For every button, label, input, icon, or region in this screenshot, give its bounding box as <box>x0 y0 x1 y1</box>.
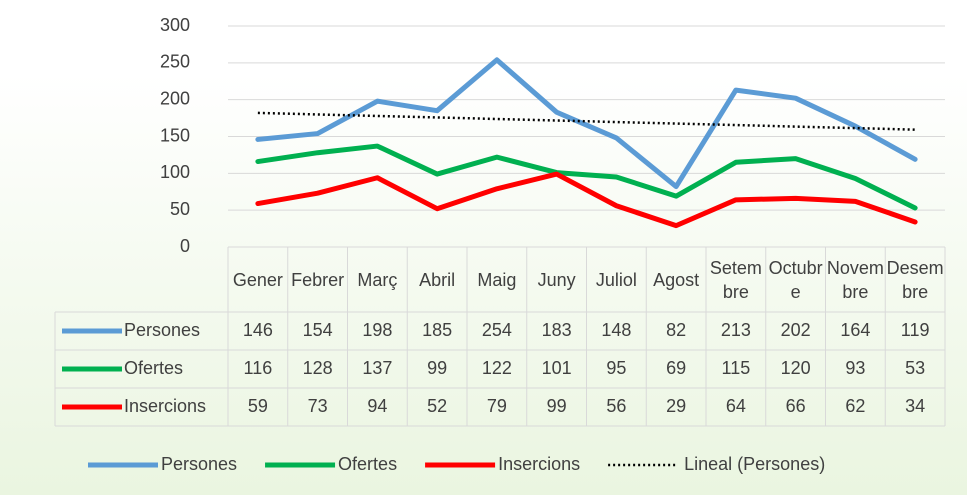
table-row-label: Ofertes <box>124 358 183 378</box>
table-value: 34 <box>905 396 925 416</box>
y-tick-label: 150 <box>160 125 190 145</box>
line-series <box>255 143 918 211</box>
x-tick-label: Octubre <box>768 257 823 302</box>
x-tick-label: Desembre <box>886 257 944 302</box>
x-tick-label: Juny <box>537 269 576 290</box>
table-value: 120 <box>781 358 811 378</box>
y-tick-label: 300 <box>160 15 190 35</box>
y-tick-label: 0 <box>180 236 190 256</box>
table-value: 148 <box>601 320 631 340</box>
legend-label: Persones <box>161 454 237 474</box>
x-tick-label: Març <box>357 269 398 290</box>
table-value: 254 <box>482 320 512 340</box>
y-tick-label: 200 <box>160 88 190 108</box>
legend-label: Lineal (Persones) <box>684 454 825 474</box>
category-cell: Juliol <box>595 269 637 290</box>
table-value: 99 <box>427 358 447 378</box>
table-value: 183 <box>542 320 572 340</box>
table-value: 69 <box>666 358 686 378</box>
x-tick-label: Gener <box>232 269 283 290</box>
table-value: 122 <box>482 358 512 378</box>
x-tick-label: Setembre <box>709 257 762 302</box>
x-tick-label: Abril <box>419 269 456 290</box>
legend-label: Ofertes <box>338 454 397 474</box>
table-value: 116 <box>244 358 273 378</box>
table-value: 101 <box>542 358 572 378</box>
y-tick-label: 50 <box>170 199 190 219</box>
x-tick-label: Juliol <box>595 269 637 290</box>
line-series <box>255 57 918 190</box>
x-tick-label: Maig <box>477 269 517 290</box>
category-cell: Setembre <box>709 257 762 302</box>
table-value: 93 <box>845 358 865 378</box>
table-value: 115 <box>722 358 751 378</box>
table-value: 82 <box>666 320 686 340</box>
table-value: 73 <box>308 396 328 416</box>
table-value: 53 <box>905 358 925 378</box>
category-cell: Maig <box>477 269 517 290</box>
table-value: 52 <box>427 396 447 416</box>
table-value: 64 <box>726 396 746 416</box>
category-cell: Gener <box>232 269 283 290</box>
category-cell: Desembre <box>886 257 944 302</box>
legend-label: Insercions <box>498 454 580 474</box>
table-value: 164 <box>840 320 870 340</box>
table-value: 154 <box>303 320 333 340</box>
table-value: 137 <box>362 358 392 378</box>
table-value: 29 <box>666 396 686 416</box>
category-cell: Març <box>357 269 398 290</box>
table-value: 213 <box>721 320 751 340</box>
category-cell: Febrer <box>291 269 345 290</box>
table-value: 95 <box>606 358 626 378</box>
x-tick-label: Febrer <box>291 269 345 290</box>
table-value: 66 <box>786 396 806 416</box>
table-value: 59 <box>248 396 268 416</box>
table-value: 94 <box>367 396 387 416</box>
category-cell: Octubre <box>768 257 823 302</box>
table-value: 79 <box>487 396 507 416</box>
table-value: 146 <box>243 320 273 340</box>
category-cell: Agost <box>653 269 700 290</box>
table-value: 128 <box>303 358 333 378</box>
y-tick-label: 250 <box>160 52 190 72</box>
table-row-label: Persones <box>124 320 200 340</box>
table-row-label: Insercions <box>124 396 206 416</box>
table-value: 119 <box>901 320 930 340</box>
x-tick-label: Novembre <box>826 257 884 302</box>
table-value: 62 <box>845 396 865 416</box>
table-value: 56 <box>606 396 626 416</box>
category-cell: Novembre <box>826 257 884 302</box>
table-value: 198 <box>362 320 392 340</box>
category-cell: Abril <box>419 269 456 290</box>
table-value: 99 <box>547 396 567 416</box>
line-series <box>255 171 918 229</box>
table-value: 185 <box>422 320 452 340</box>
y-tick-label: 100 <box>160 162 190 182</box>
x-tick-label: Agost <box>653 269 700 290</box>
table-value: 202 <box>781 320 811 340</box>
category-cell: Juny <box>537 269 576 290</box>
